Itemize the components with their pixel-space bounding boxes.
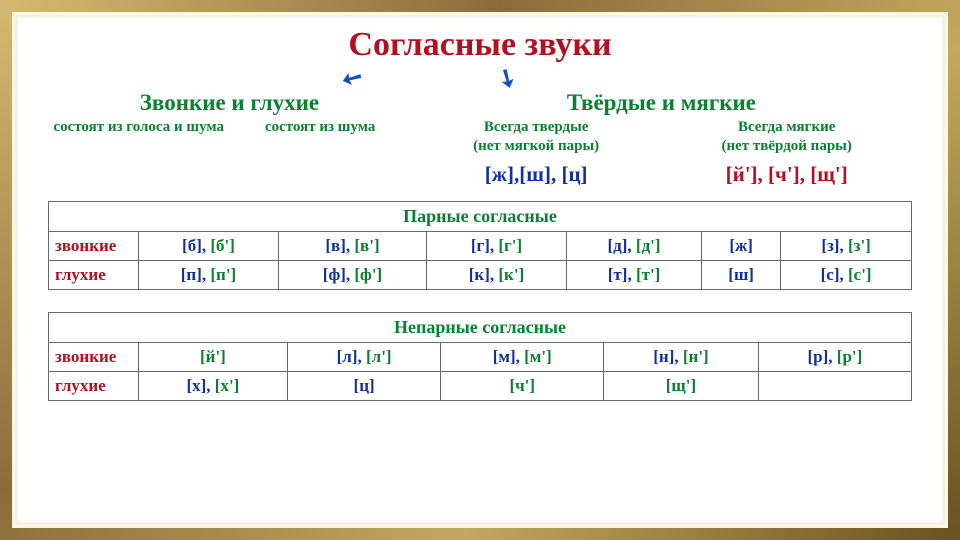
arrow-right-icon: ➘ — [491, 61, 523, 96]
cell-m: [м], [м'] — [441, 342, 604, 371]
paired-table: Парные согласные звонкие [б], [б'] [в], … — [48, 201, 912, 290]
cell-v: [в], [в'] — [278, 231, 426, 260]
desc-always-hard-l2: (нет мягкой пары) — [473, 138, 599, 154]
arrow-left-icon: ➘ — [336, 61, 368, 96]
paired-voiced-label: звонкие — [49, 231, 139, 260]
cell-n: [н], [н'] — [604, 342, 759, 371]
phon-always-hard: [ж],[ш], [ц] — [411, 162, 662, 187]
cell-r: [р], [р'] — [758, 342, 911, 371]
unpaired-voiced-row: звонкие [й'] [л], [л'] [м], [м'] [н], [н… — [49, 342, 912, 371]
cell-ts: [ц] — [287, 371, 441, 400]
paired-title: Парные согласные — [49, 201, 912, 231]
content-area: Согласные звуки ➘ ➘ Звонкие и глухие Твё… — [18, 18, 942, 522]
cell-t: [т], [т'] — [567, 260, 702, 289]
desc-noise: состоят из шума — [229, 118, 410, 156]
cell-g: [г], [г'] — [427, 231, 567, 260]
unpaired-table: Непарные согласные звонкие [й'] [л], [л'… — [48, 312, 912, 401]
desc-always-hard-l1: Всегда твердые — [484, 119, 589, 135]
paired-voiced-row: звонкие [б], [б'] [в], [в'] [г], [г'] [д… — [49, 231, 912, 260]
cell-l: [л], [л'] — [287, 342, 441, 371]
arrows-row: ➘ ➘ — [48, 66, 912, 94]
unpaired-voiceless-label: глухие — [49, 371, 139, 400]
desc-voice-noise: состоят из голоса и шума — [48, 118, 229, 156]
cell-d: [д], [д'] — [567, 231, 702, 260]
cell-s: [с], [с'] — [781, 260, 912, 289]
unpaired-voiced-label: звонкие — [49, 342, 139, 371]
paired-voiceless-label: глухие — [49, 260, 139, 289]
cell-k: [к], [к'] — [427, 260, 567, 289]
phon-empty-2 — [229, 162, 410, 187]
desc-always-soft-l2: (нет твёрдой пары) — [722, 138, 852, 154]
desc-always-hard: Всегда твердые (нет мягкой пары) — [411, 118, 662, 156]
cell-zh: [ж] — [702, 231, 781, 260]
cell-sh: [ш] — [702, 260, 781, 289]
descriptions-row: состоят из голоса и шума состоят из шума… — [48, 118, 912, 156]
main-title: Согласные звуки — [48, 26, 912, 64]
phonemes-row: [ж],[ш], [ц] [й'], [ч'], [щ'] — [48, 162, 912, 187]
phon-always-soft: [й'], [ч'], [щ'] — [661, 162, 912, 187]
cell-p: [п], [п'] — [139, 260, 279, 289]
paired-voiceless-row: глухие [п], [п'] [ф], [ф'] [к], [к'] [т]… — [49, 260, 912, 289]
cell-shch: [щ'] — [604, 371, 759, 400]
cell-f: [ф], [ф'] — [278, 260, 426, 289]
cell-b: [б], [б'] — [139, 231, 279, 260]
desc-always-soft: Всегда мягкие (нет твёрдой пары) — [661, 118, 912, 156]
cell-y: [й'] — [139, 342, 288, 371]
unpaired-title: Непарные согласные — [49, 312, 912, 342]
phon-empty-1 — [48, 162, 229, 187]
unpaired-voiceless-row: глухие [х], [х'] [ц] [ч'] [щ'] — [49, 371, 912, 400]
desc-always-soft-l1: Всегда мягкие — [738, 119, 836, 135]
cell-empty — [758, 371, 911, 400]
cell-kh: [х], [х'] — [139, 371, 288, 400]
cell-z: [з], [з'] — [781, 231, 912, 260]
cell-ch: [ч'] — [441, 371, 604, 400]
